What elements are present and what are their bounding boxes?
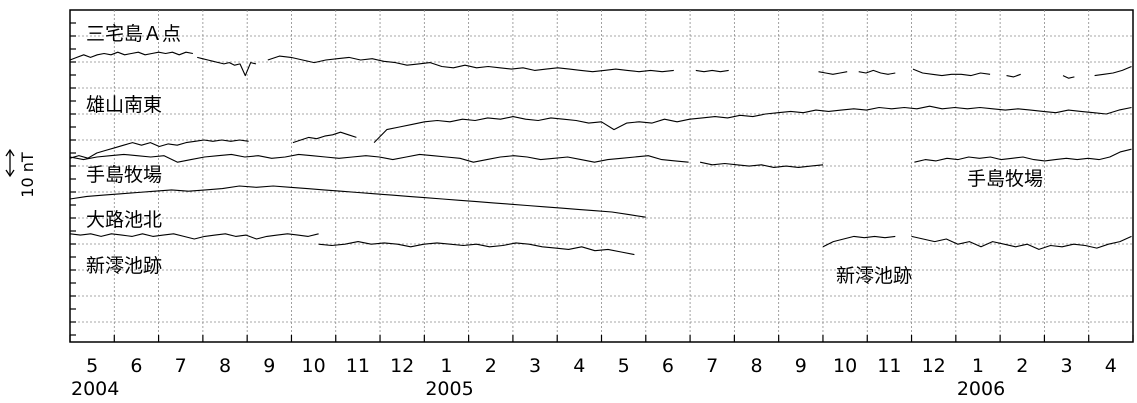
- axis-ticks: [69, 22, 1134, 342]
- series-line-segment: [1094, 65, 1132, 77]
- scale-bar-arrow-up-icon: [5, 148, 15, 157]
- x-tick-label-month: 2: [485, 355, 497, 377]
- x-tick-label-month: 10: [833, 355, 857, 377]
- series-line-segment: [822, 235, 896, 248]
- series-line-segment: [69, 51, 194, 61]
- station-label: 手島牧場: [86, 164, 162, 186]
- series-line-segment: [1006, 73, 1021, 78]
- series-line-segment: [699, 161, 824, 168]
- x-tick-label-month: 3: [529, 355, 541, 377]
- x-tick-label-month: 3: [1061, 355, 1073, 377]
- scale-bar-label: 10 nT: [18, 152, 37, 198]
- series-line-segment: [318, 241, 635, 256]
- series-line-segment: [69, 139, 249, 159]
- x-tick-label-month: 6: [130, 355, 142, 377]
- station-label: 新澪池跡: [86, 255, 162, 277]
- x-tick-label-month: 8: [750, 355, 762, 377]
- x-tick-label-month: 12: [390, 355, 414, 377]
- series-line-segment: [911, 235, 1132, 250]
- series-line-segment: [197, 56, 257, 77]
- x-tick-label-month: 9: [263, 355, 275, 377]
- station-label: 雄山南東: [86, 94, 162, 116]
- series-line-segment: [69, 153, 689, 163]
- series-line-segment: [69, 233, 319, 240]
- series-layer: [69, 51, 1132, 256]
- series-line-segment: [858, 69, 896, 75]
- series-line-segment: [912, 68, 991, 77]
- x-tick-label-year: 2005: [425, 378, 473, 400]
- station-label: 大路池北: [86, 209, 162, 231]
- x-tick-label-month: 1: [972, 355, 984, 377]
- x-tick-label-month: 11: [346, 355, 370, 377]
- x-tick-label-month: 5: [618, 355, 630, 377]
- x-tick-label-month: 6: [662, 355, 674, 377]
- x-tick-label-month: 12: [922, 355, 946, 377]
- x-tick-label-month: 4: [1105, 355, 1117, 377]
- x-tick-label-year: 2004: [71, 378, 119, 400]
- series-line-segment: [292, 131, 357, 144]
- x-tick-label-month: 2: [1016, 355, 1028, 377]
- series-line-segment: [1062, 75, 1075, 79]
- x-tick-label-month: 9: [795, 355, 807, 377]
- x-tick-label-month: 7: [706, 355, 718, 377]
- x-tick-label-month: 10: [302, 355, 326, 377]
- x-tick-label-year: 2006: [957, 378, 1005, 400]
- series-line-segment: [695, 69, 729, 73]
- series-line-segment: [267, 55, 674, 73]
- series-line-segment: [914, 148, 1132, 163]
- grid-lines: [70, 10, 1133, 342]
- series-line-segment: [69, 185, 646, 218]
- scale-bar-arrow-down-icon: [5, 169, 15, 178]
- x-tick-label-month: 11: [877, 355, 901, 377]
- x-tick-label-month: 8: [219, 355, 231, 377]
- series-line-segment: [373, 105, 1132, 143]
- station-label: 新澪池跡: [836, 265, 912, 287]
- series-line-segment: [818, 71, 848, 75]
- x-tick-label-month: 1: [440, 355, 452, 377]
- x-tick-label-month: 7: [175, 355, 187, 377]
- x-tick-label-month: 4: [573, 355, 585, 377]
- station-label: 三宅島Ａ点: [86, 23, 181, 45]
- x-tick-label-month: 5: [86, 355, 98, 377]
- station-label: 手島牧場: [967, 168, 1043, 190]
- scale-bar: 10 nT: [5, 148, 37, 198]
